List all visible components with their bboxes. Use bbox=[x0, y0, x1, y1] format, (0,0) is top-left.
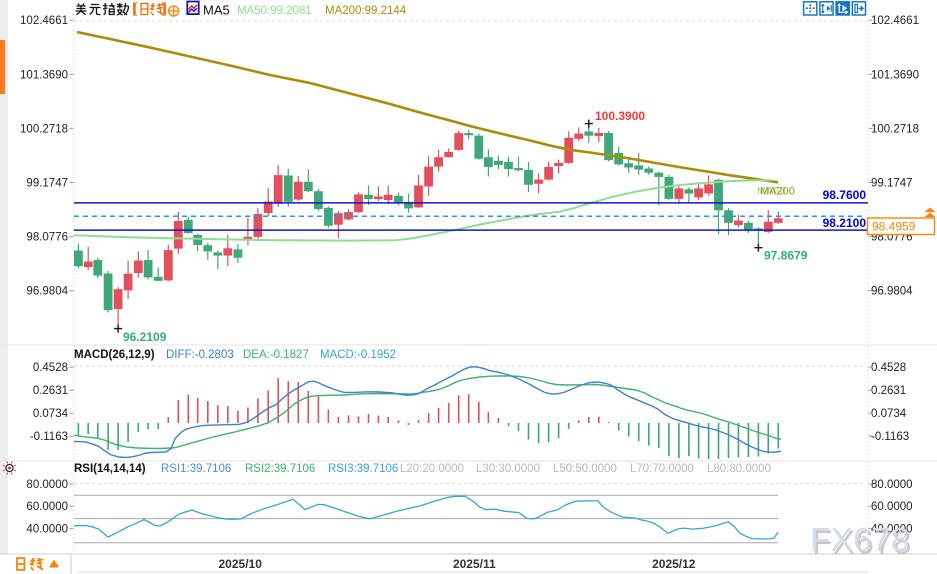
svg-text:80.0000: 80.0000 bbox=[26, 479, 68, 491]
svg-text:100.2718: 100.2718 bbox=[20, 123, 68, 135]
svg-text:99.1747: 99.1747 bbox=[26, 178, 68, 190]
svg-text:L30:30.0000: L30:30.0000 bbox=[476, 463, 540, 475]
svg-text:101.3690: 101.3690 bbox=[871, 69, 919, 81]
svg-text:-0.1163: -0.1163 bbox=[871, 431, 909, 443]
svg-text:L70:70.0000: L70:70.0000 bbox=[630, 463, 694, 475]
svg-text:98.2100: 98.2100 bbox=[823, 216, 867, 230]
svg-text:96.2109: 96.2109 bbox=[123, 330, 167, 344]
svg-text:0.4528: 0.4528 bbox=[33, 362, 68, 374]
svg-text:0.4528: 0.4528 bbox=[871, 362, 906, 374]
svg-text:80.0000: 80.0000 bbox=[871, 479, 913, 491]
svg-text:102.4661: 102.4661 bbox=[871, 15, 919, 27]
svg-text:L80:80.0000: L80:80.0000 bbox=[707, 463, 771, 475]
svg-text:MA50: MA50 bbox=[757, 186, 786, 198]
svg-text:60.0000: 60.0000 bbox=[26, 501, 68, 513]
svg-text:98.4959: 98.4959 bbox=[872, 220, 916, 234]
svg-text:0.0734: 0.0734 bbox=[871, 408, 907, 420]
svg-text:98.0776: 98.0776 bbox=[26, 232, 68, 244]
svg-text:97.8679: 97.8679 bbox=[764, 249, 808, 263]
svg-text:RSI2:39.7106: RSI2:39.7106 bbox=[245, 463, 315, 475]
svg-text:40.0000: 40.0000 bbox=[871, 523, 913, 535]
svg-text:2025/12: 2025/12 bbox=[652, 557, 696, 571]
svg-text:MA200:99.2144: MA200:99.2144 bbox=[325, 5, 407, 17]
svg-text:0.0734: 0.0734 bbox=[33, 408, 69, 420]
svg-text:MA200: MA200 bbox=[760, 186, 795, 198]
svg-text:RSI1:39.7106: RSI1:39.7106 bbox=[161, 463, 231, 475]
svg-text:L20:20.0000: L20:20.0000 bbox=[400, 463, 464, 475]
svg-text:RSI3:39.7106: RSI3:39.7106 bbox=[328, 463, 398, 475]
svg-text:40.0000: 40.0000 bbox=[26, 523, 68, 535]
svg-text:100.2718: 100.2718 bbox=[871, 123, 919, 135]
svg-text:0.2631: 0.2631 bbox=[33, 385, 68, 397]
svg-text:FX678: FX678 bbox=[810, 521, 910, 558]
svg-text:96.9804: 96.9804 bbox=[871, 286, 913, 298]
svg-text:2025/11: 2025/11 bbox=[453, 557, 496, 571]
svg-text:60.0000: 60.0000 bbox=[871, 501, 913, 513]
svg-text:102.4661: 102.4661 bbox=[20, 15, 68, 27]
svg-text:MA5: MA5 bbox=[203, 3, 230, 18]
svg-text:MA50:99.2081: MA50:99.2081 bbox=[237, 5, 312, 17]
svg-text:2025/10: 2025/10 bbox=[219, 557, 263, 571]
svg-text:99.1747: 99.1747 bbox=[871, 178, 913, 190]
svg-text:100.3900: 100.3900 bbox=[595, 109, 645, 123]
svg-text:L50:50.0000: L50:50.0000 bbox=[553, 463, 617, 475]
svg-text:MACD:-0.1952: MACD:-0.1952 bbox=[320, 349, 396, 361]
svg-text:0.2631: 0.2631 bbox=[871, 385, 906, 397]
svg-text:DEA:-0.1827: DEA:-0.1827 bbox=[243, 349, 309, 361]
svg-text:MACD(26,12,9): MACD(26,12,9) bbox=[74, 349, 155, 361]
svg-text:98.7600: 98.7600 bbox=[823, 188, 867, 202]
svg-text:RSI(14,14,14): RSI(14,14,14) bbox=[74, 463, 146, 475]
svg-text:101.3690: 101.3690 bbox=[20, 69, 68, 81]
svg-text:96.9804: 96.9804 bbox=[26, 286, 68, 298]
svg-text:FX678: FX678 bbox=[812, 523, 912, 560]
svg-text:DIFF:-0.2803: DIFF:-0.2803 bbox=[166, 349, 234, 361]
svg-text:-0.1163: -0.1163 bbox=[30, 431, 68, 443]
